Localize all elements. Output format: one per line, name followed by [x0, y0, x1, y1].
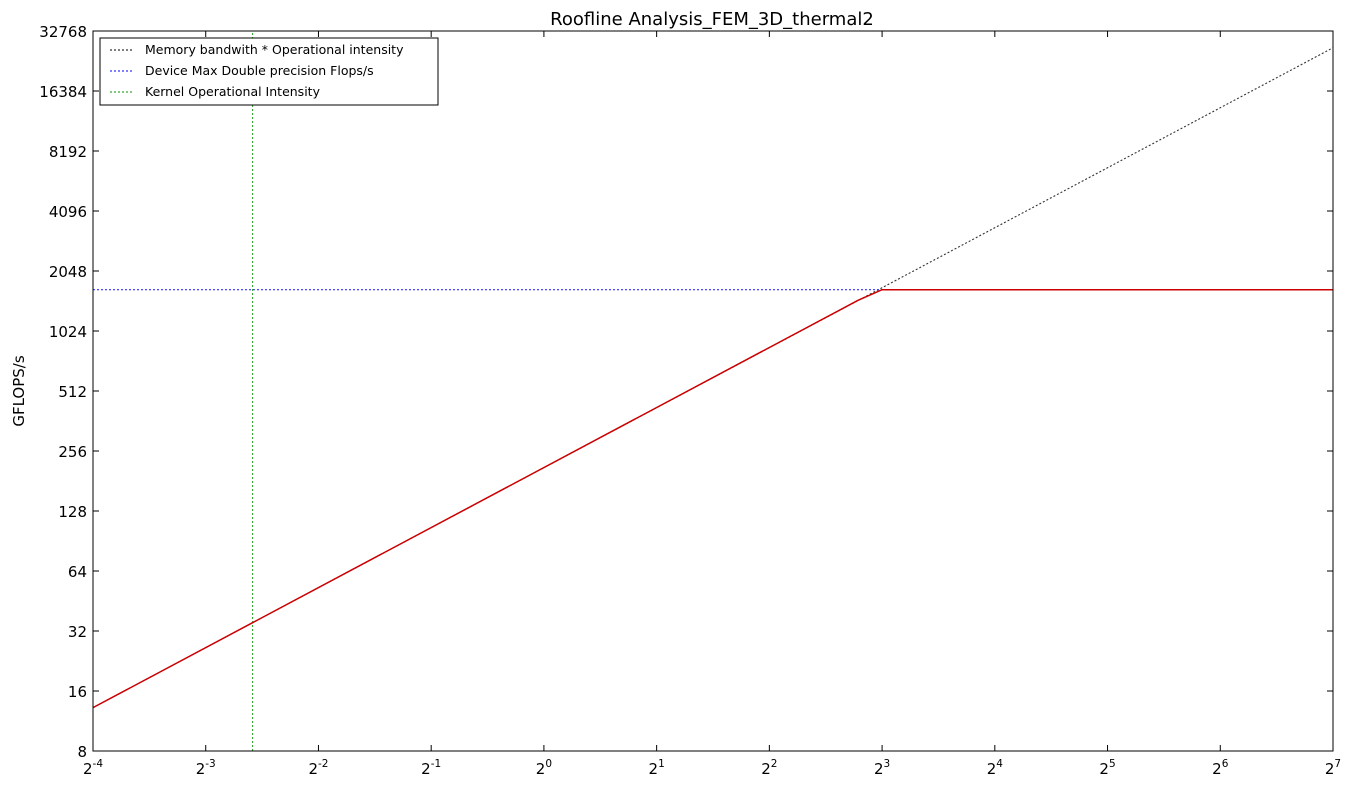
- x-tick-label: 21: [649, 758, 665, 778]
- y-tick-label: 32768: [39, 23, 87, 41]
- x-tick-exponent: 1: [658, 758, 665, 770]
- y-tick-label: 2048: [49, 263, 87, 281]
- x-tick-base: 2: [761, 760, 771, 778]
- x-tick-label: 25: [1099, 758, 1115, 778]
- x-tick-base: 2: [1099, 760, 1109, 778]
- y-tick-label: 8: [77, 743, 87, 761]
- x-tick-exponent: 3: [884, 758, 891, 770]
- y-tick-label: 256: [58, 443, 87, 461]
- x-tick-exponent: 0: [545, 758, 552, 770]
- x-tick-label: 2-4: [83, 758, 103, 778]
- x-tick-exponent: -3: [205, 758, 215, 770]
- x-tick-exponent: 2: [771, 758, 778, 770]
- y-tick-label: 64: [68, 563, 87, 581]
- y-tick-label: 4096: [49, 203, 87, 221]
- series-line-roofline: [92, 288, 1333, 709]
- ticks-layer: 2-4 2-3 2-2 2-1 20 21 22 23 24 25 26 27816326412825…: [39, 23, 1341, 778]
- y-tick-label: 16384: [39, 83, 87, 101]
- y-axis-label: GFLOPS/s: [10, 355, 28, 427]
- legend-label-kernel: Kernel Operational Intensity: [145, 84, 321, 99]
- series-layer: [92, 31, 1334, 751]
- x-tick-base: 2: [83, 760, 93, 778]
- x-tick-base: 2: [649, 760, 659, 778]
- x-tick-label: 24: [987, 758, 1004, 778]
- x-tick-exponent: 5: [1109, 758, 1116, 770]
- x-tick-base: 2: [874, 760, 884, 778]
- x-tick-exponent: -1: [431, 758, 441, 770]
- y-tick-label: 1024: [49, 323, 87, 341]
- x-tick-label: 2-3: [196, 758, 216, 778]
- x-tick-base: 2: [421, 760, 431, 778]
- legend-label-device-max: Device Max Double precision Flops/s: [145, 63, 374, 78]
- x-tick-exponent: 6: [1222, 758, 1229, 770]
- x-tick-label: 2-2: [308, 758, 328, 778]
- y-tick-label: 16: [68, 683, 87, 701]
- x-tick-base: 2: [1212, 760, 1222, 778]
- legend-box: [99, 37, 439, 106]
- x-tick-exponent: -4: [93, 758, 104, 770]
- x-tick-label: 27: [1325, 758, 1341, 778]
- x-tick-base: 2: [536, 760, 546, 778]
- y-tick-label: 8192: [49, 143, 87, 161]
- x-tick-exponent: 4: [996, 758, 1003, 770]
- y-tick-label: 128: [58, 503, 87, 521]
- x-tick-label: 26: [1212, 758, 1229, 778]
- plot-frame: [92, 30, 1334, 752]
- x-tick-base: 2: [308, 760, 318, 778]
- x-tick-label: 2-1: [421, 758, 441, 778]
- x-tick-label: 20: [536, 758, 552, 778]
- chart-title: Roofline Analysis_FEM_3D_thermal2: [550, 9, 874, 30]
- x-tick-label: 22: [761, 758, 777, 778]
- x-tick-base: 2: [1325, 760, 1335, 778]
- x-tick-base: 2: [196, 760, 206, 778]
- x-tick-base: 2: [987, 760, 997, 778]
- y-tick-label: 32: [68, 623, 87, 641]
- y-tick-label: 512: [58, 383, 87, 401]
- legend: Memory bandwith * Operational intensity …: [99, 37, 439, 106]
- x-tick-label: 23: [874, 758, 890, 778]
- x-tick-exponent: 7: [1334, 758, 1341, 770]
- legend-label-memory: Memory bandwith * Operational intensity: [145, 42, 404, 57]
- x-tick-exponent: -2: [318, 758, 328, 770]
